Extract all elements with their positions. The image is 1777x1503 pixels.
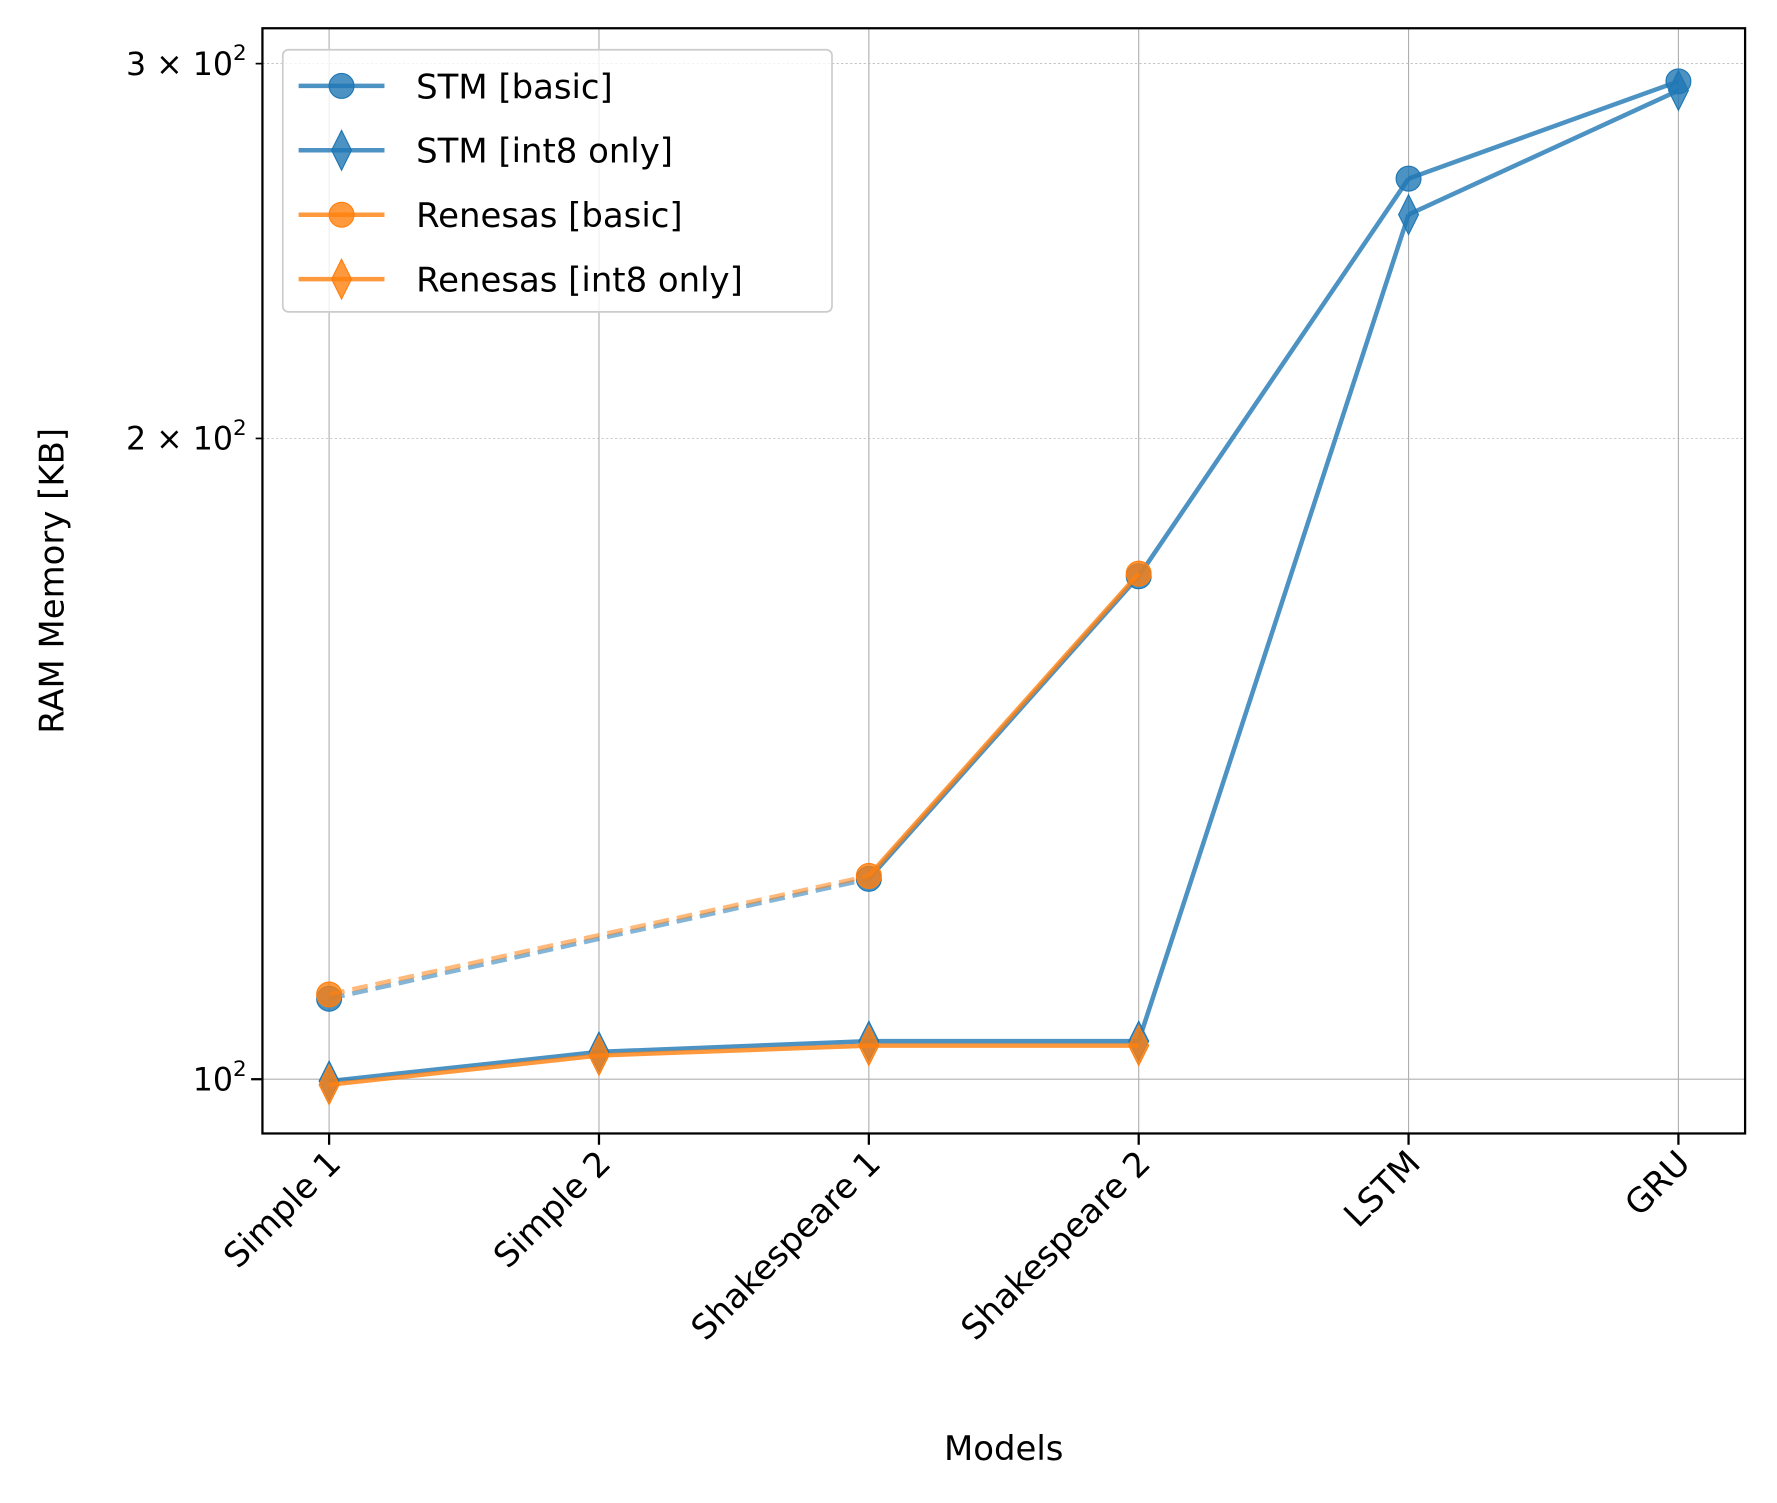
line-segment [1407, 88, 1680, 217]
data-point-circle [1395, 165, 1422, 192]
series-renesas-basic- [316, 560, 1152, 1008]
legend-label: Renesas [int8 only] [416, 261, 743, 300]
dashed-segment [328, 876, 870, 1001]
data-point-diamond [858, 1024, 880, 1067]
x-axis-label: Models [944, 1429, 1063, 1468]
x-tick-label: GRU [1617, 1143, 1697, 1223]
legend-box [281, 48, 833, 313]
x-tick-label: Shakespeare 2 [953, 1143, 1157, 1347]
line-segment [328, 1053, 600, 1088]
data-point-diamond [1128, 1024, 1150, 1067]
x-tick-label: LSTM [1336, 1143, 1427, 1234]
data-point-circle [855, 862, 882, 889]
data-point-diamond [330, 129, 353, 172]
x-tick-label: Shakespeare 1 [684, 1143, 888, 1347]
y-tick-label: 2 × 102 [126, 416, 247, 458]
y-axis-label: RAM Memory [KB] [33, 428, 72, 734]
legend-item: STM [basic] [298, 67, 613, 106]
data-point-circle [328, 201, 355, 228]
line-segment [1136, 213, 1411, 1042]
legend-item: Renesas [int8 only] [298, 257, 743, 301]
dashed-segment [328, 873, 870, 997]
legend-label: Renesas [basic] [416, 196, 683, 235]
y-tick-label: 3 × 102 [126, 41, 247, 83]
data-point-circle [1125, 560, 1152, 587]
x-tick-label: Simple 2 [486, 1143, 618, 1275]
x-ticks: Simple 1 Simple 2 Shakespeare 1 Shakespeare… [216, 1133, 1698, 1348]
line-segment [328, 1049, 600, 1084]
legend-item: STM [int8 only] [298, 129, 673, 172]
plot-frame [261, 27, 1747, 1135]
legend-item: Renesas [basic] [298, 196, 683, 235]
data-point-diamond [318, 1063, 340, 1106]
legend-label: STM [basic] [416, 67, 613, 106]
series-renesas-int8-only- [318, 1024, 1150, 1106]
series-lines [316, 68, 1692, 1106]
line-segment [867, 572, 1141, 878]
data-point-diamond [1667, 69, 1689, 112]
data-point-circle [316, 981, 343, 1008]
legend-label: STM [int8 only] [416, 132, 673, 171]
data-point-circle [328, 72, 355, 99]
series-stm-int8-only- [318, 69, 1689, 1103]
line-segment [598, 1043, 869, 1058]
data-point-diamond [1397, 193, 1420, 236]
y-ticks: 102 2 × 102 3 × 102 [126, 41, 263, 1099]
y-tick-label: 102 [193, 1057, 247, 1099]
data-point-diamond [330, 257, 353, 301]
x-tick-label: Simple 1 [216, 1143, 348, 1275]
data-point-diamond [588, 1034, 610, 1077]
line-segment [1407, 79, 1680, 181]
line-segment [598, 1038, 869, 1055]
legend: STM [basic] STM [int8 only] Renesas [basic… [281, 48, 833, 313]
line-segment [1136, 177, 1411, 578]
